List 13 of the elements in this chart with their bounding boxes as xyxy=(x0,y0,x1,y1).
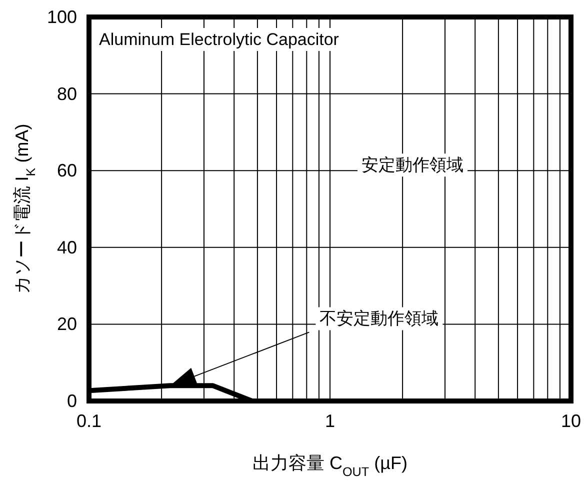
y-tick-label: 0 xyxy=(66,391,77,411)
x-tick-label: 1 xyxy=(324,411,336,431)
y-tick-label: 80 xyxy=(56,84,77,104)
x-axis-title: 出力容量 C$_{OUT}$ (µF) xyxy=(252,453,408,479)
y-tick-label: 20 xyxy=(56,314,77,334)
y-tick-label: 60 xyxy=(56,160,77,181)
x-tick-label: 10 xyxy=(560,411,582,431)
annotation: Aluminum Electrolytic Capacitor xyxy=(99,30,340,49)
y-tick-label: 100 xyxy=(46,7,77,27)
annotation: 安定動作領域 xyxy=(362,156,464,175)
annotation: 不安定動作領域 xyxy=(320,309,439,328)
x-tick-label: 0.1 xyxy=(76,411,102,431)
y-tick-label: 40 xyxy=(56,237,77,258)
